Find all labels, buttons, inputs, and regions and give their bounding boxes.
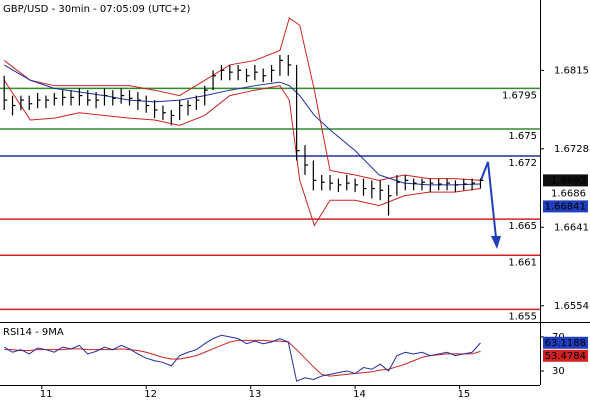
price-box-label: 53.4784 <box>545 351 586 362</box>
level-label: 1.675 <box>508 131 537 142</box>
lower-band <box>3 79 481 227</box>
upper-band <box>3 17 481 181</box>
x-tick-label: 12 <box>144 389 157 400</box>
moving-average <box>3 64 481 186</box>
price-box <box>543 174 588 187</box>
price-box-label: 1.66841 <box>545 201 586 212</box>
price-box <box>543 336 588 349</box>
x-tick-label: 11 <box>40 389 53 400</box>
price-box-label: 1.6693 <box>551 175 586 186</box>
y-tick-label: 1.6641 <box>554 222 589 233</box>
x-tick-label: 14 <box>353 389 366 400</box>
level-label: 1.661 <box>508 257 537 268</box>
price-box <box>543 349 588 362</box>
x-tick-label: 15 <box>458 389 471 400</box>
x-tick-label: 13 <box>249 389 262 400</box>
y-tick-label: 1.6554 <box>554 301 589 312</box>
level-label: 1.665 <box>508 221 537 232</box>
level-label: 1.655 <box>508 311 537 322</box>
rsi-line <box>3 334 481 382</box>
forecast-arrowhead <box>491 236 501 249</box>
rsi-title: RSI14 - 9MA <box>3 327 64 338</box>
price-box-label: 63.1188 <box>545 338 586 349</box>
forecast-arrow <box>480 161 497 239</box>
level-label: 1.6795 <box>502 90 537 101</box>
price-box <box>543 200 588 213</box>
y-tick-label: 1.6728 <box>554 144 589 155</box>
level-label: 1.672 <box>508 158 537 169</box>
chart-title: GBP/USD - 30min - 07:05:09 (UTC+2) <box>3 4 190 15</box>
price-box <box>543 187 588 200</box>
rsi-tick-label: 30 <box>552 366 565 377</box>
price-box-label: 1.6686 <box>551 188 586 199</box>
y-tick-label: 1.6815 <box>554 65 589 76</box>
